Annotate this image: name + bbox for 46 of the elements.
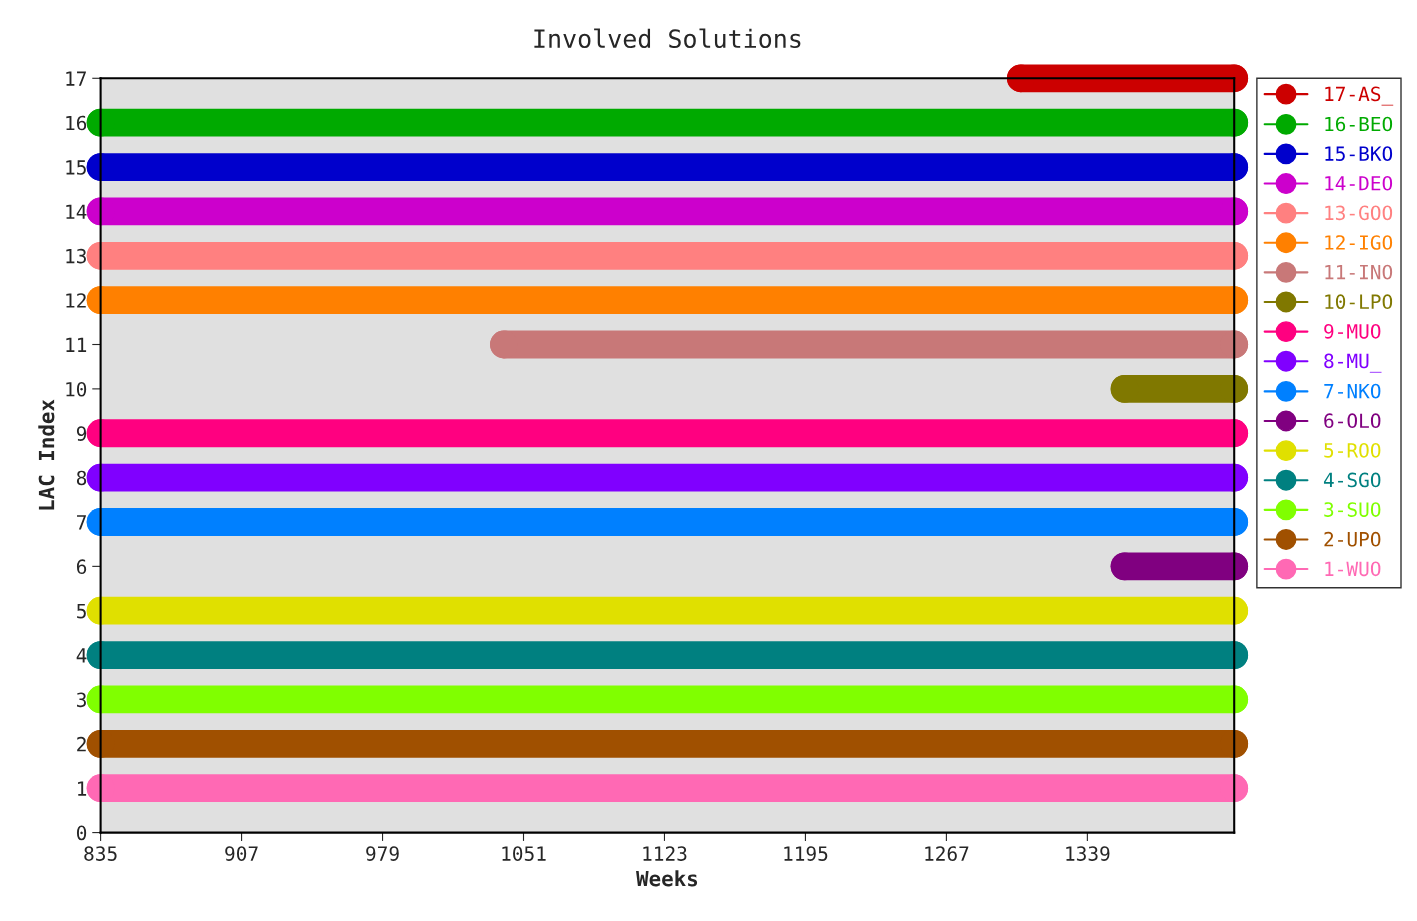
x-tick-label: 1267 — [925, 846, 969, 861]
y-tick-label: 7 — [77, 515, 86, 530]
legend-label: 6-OLO — [1324, 413, 1381, 429]
x-tick-label: 1051 — [502, 846, 546, 861]
y-tick-label: 1 — [78, 781, 87, 796]
x-tick-label: 1123 — [643, 846, 687, 861]
legend-label: 9-MUO — [1324, 323, 1381, 339]
x-tick-label: 907 — [225, 846, 258, 861]
legend-label: 16-BEO — [1325, 116, 1393, 132]
y-tick-label: 17 — [66, 71, 86, 86]
y-tick-label: 2 — [77, 736, 86, 752]
legend-label: 2-UPO — [1324, 531, 1381, 547]
y-tick-label: 10 — [66, 381, 87, 397]
legend-label: 15-BKO — [1325, 146, 1393, 161]
x-tick-label: 835 — [84, 846, 117, 861]
legend-label: 11-INO — [1325, 264, 1393, 280]
y-tick-label: 12 — [66, 293, 86, 308]
x-tick-label: 979 — [366, 846, 399, 861]
y-tick-label: 14 — [66, 204, 87, 219]
x-axis-title: Weeks — [636, 870, 698, 887]
y-tick-label: 8 — [76, 470, 87, 486]
y-tick-label: 16 — [66, 115, 87, 131]
y-tick-label: 13 — [66, 248, 86, 264]
legend-label: 17-AS_ — [1325, 86, 1394, 106]
y-tick-label: 4 — [76, 648, 87, 663]
legend-label: 7-NKO — [1324, 383, 1381, 399]
legend-label: 14-DEO — [1325, 175, 1393, 191]
y-tick-label: 3 — [77, 692, 86, 708]
y-tick-label: 0 — [76, 825, 87, 841]
legend-label: 5-ROO — [1324, 442, 1381, 458]
y-axis-title: LAC Index — [38, 399, 55, 510]
x-tick-label: 1195 — [784, 846, 828, 861]
legend-label: 8-MU_ — [1324, 353, 1382, 373]
y-tick-label: 9 — [76, 426, 87, 441]
legend-label: 3-SUO — [1324, 502, 1381, 517]
y-tick-label: 15 — [66, 160, 86, 175]
x-tick-label: 1339 — [1066, 846, 1110, 861]
y-tick-label: 11 — [66, 337, 87, 352]
legend-label: 13-GOO — [1325, 205, 1393, 221]
y-tick-label: 6 — [76, 559, 87, 575]
legend-label: 12-IGO — [1325, 235, 1393, 250]
legend-label: 4-SGO — [1323, 472, 1381, 488]
legend-label: 10-LPO — [1325, 294, 1393, 310]
y-tick-label: 5 — [77, 603, 86, 619]
legend-label: 1-WUO — [1325, 561, 1381, 577]
chart-title: Involved Solutions — [534, 28, 801, 49]
